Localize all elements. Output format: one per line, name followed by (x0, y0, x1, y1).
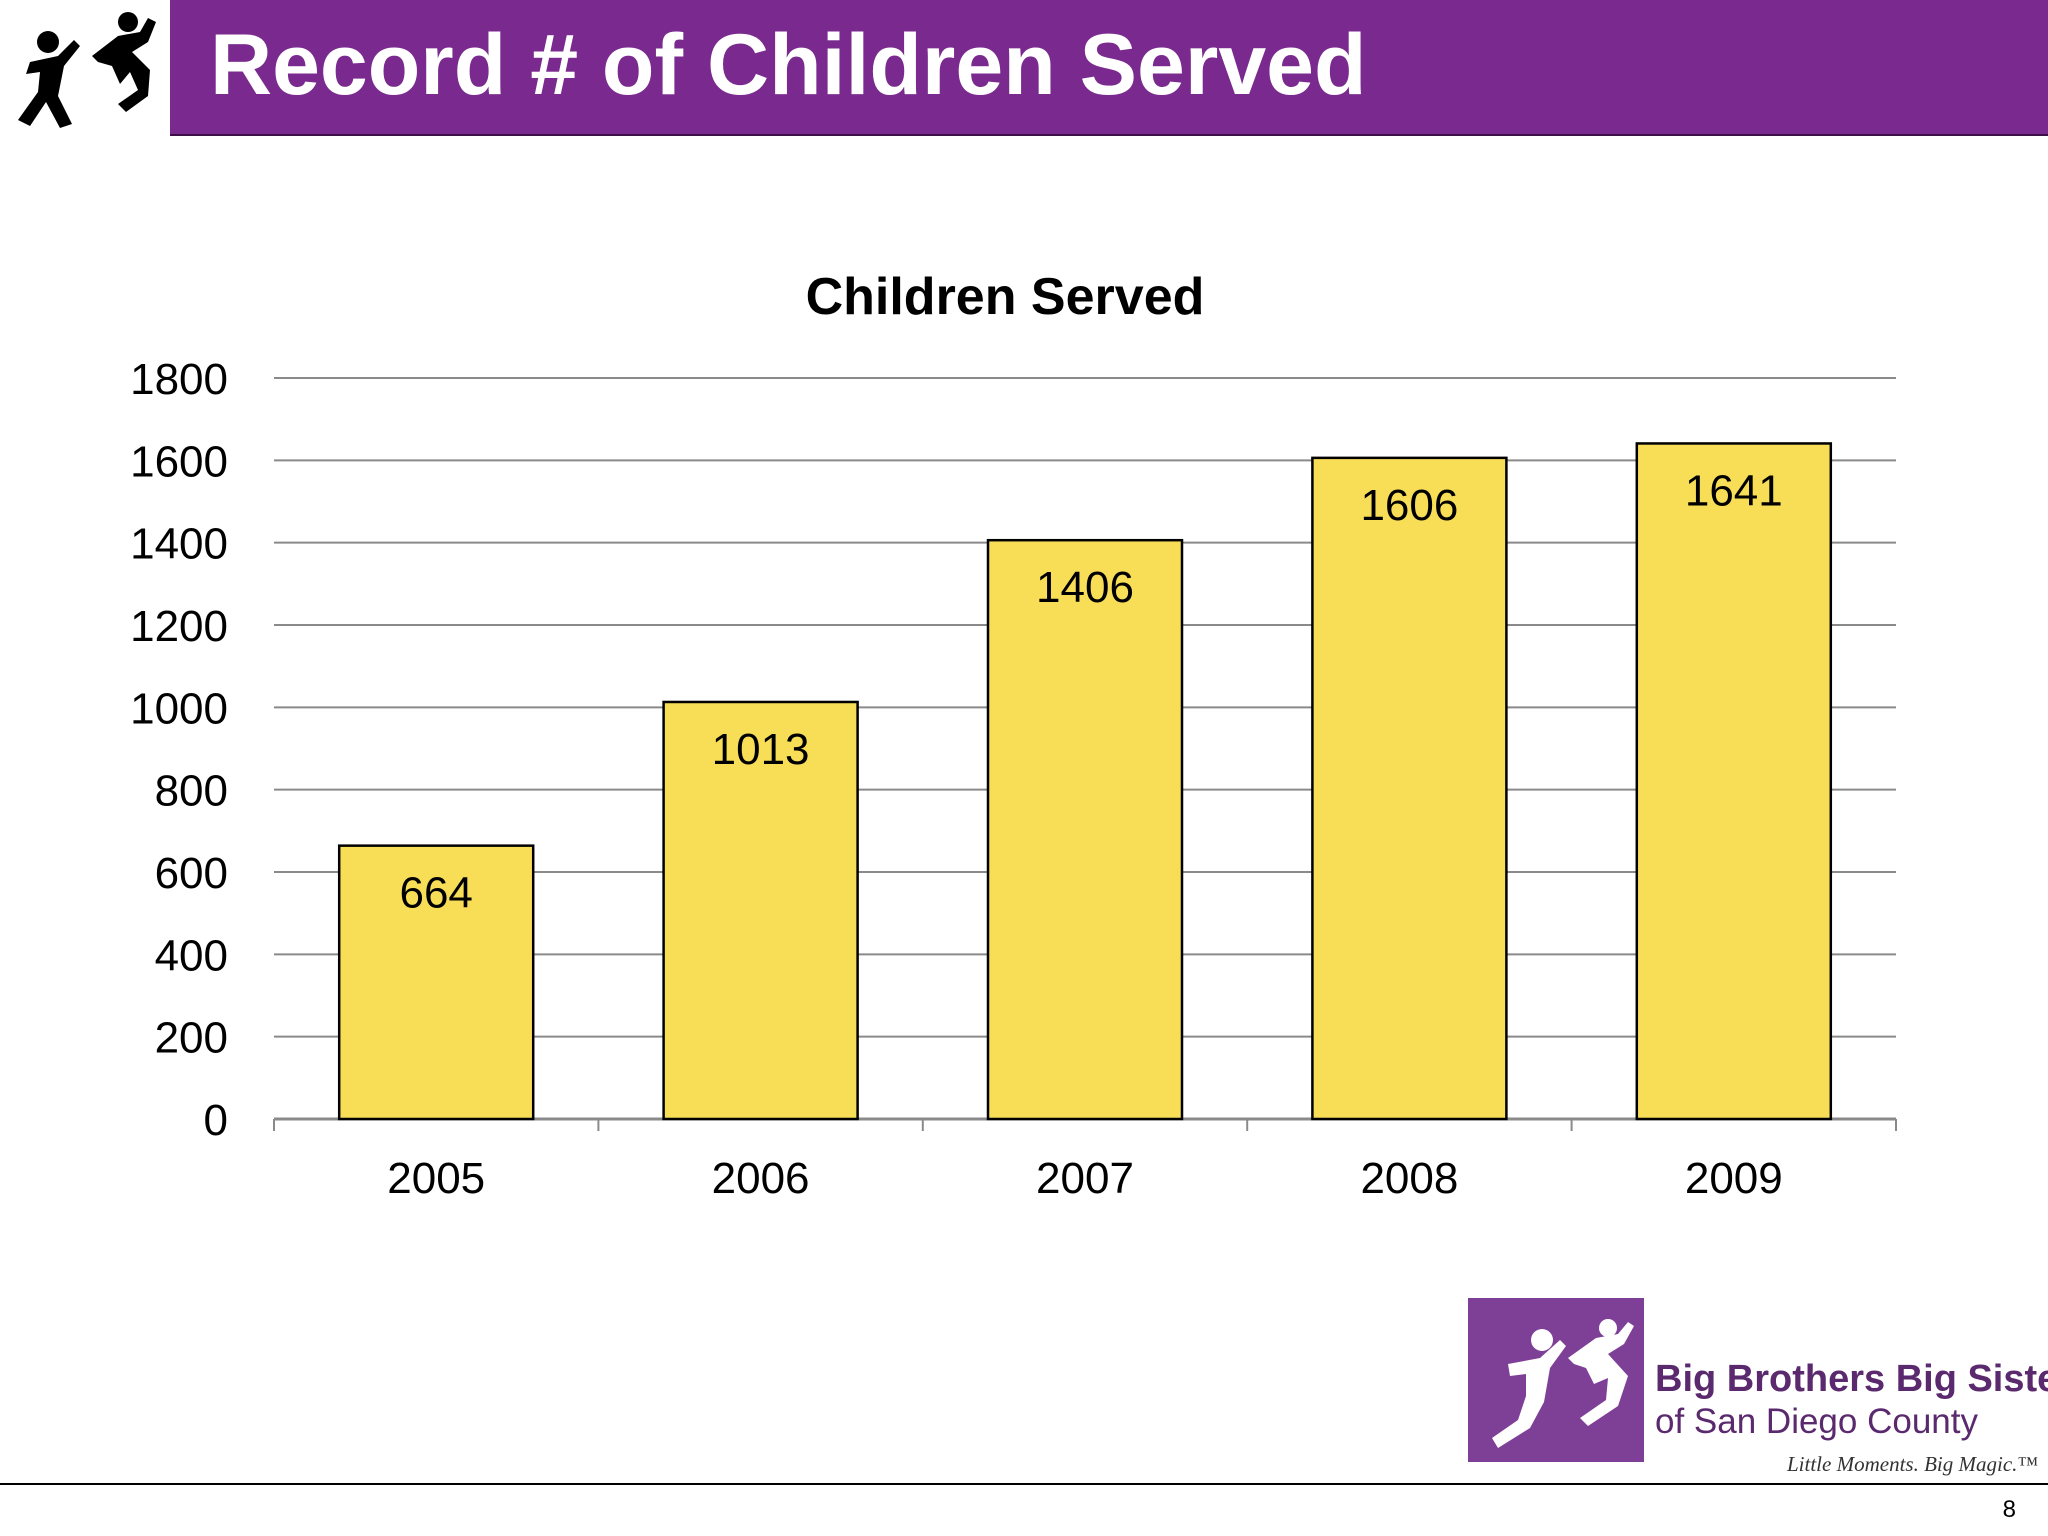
data-label-2008: 1606 (1360, 481, 1458, 530)
brand-logo-block (1468, 1298, 1644, 1462)
bar-2007 (986, 538, 1184, 1121)
page-number: 8 (2002, 1496, 2016, 1523)
bar-2009 (1635, 442, 1833, 1121)
children-served-chart: Children Served 0 200 400 600 800 1000 1200 1400… (130, 268, 1897, 1203)
y-tick-label: 200 (155, 1014, 228, 1063)
data-label-2006: 1013 (712, 725, 810, 774)
brand-tagline: Little Moments. Big Magic.™ (1787, 1452, 2038, 1476)
data-label-2005: 664 (399, 869, 472, 918)
x-tick-label: 2006 (712, 1154, 810, 1203)
title-bar: Record # of Children Served (170, 0, 2048, 136)
brand-logo-icon (1492, 1319, 1634, 1448)
brand-name: Big Brothers Big Sisters (1655, 1358, 2048, 1400)
chart-title: Children Served (806, 268, 1205, 326)
y-tick-label: 1000 (130, 684, 228, 733)
x-tick-label: 2007 (1036, 1154, 1134, 1203)
slide-title: Record # of Children Served (210, 17, 1367, 113)
header-logo (0, 0, 170, 136)
y-tick-label: 1400 (130, 520, 228, 569)
x-tick-label: 2009 (1685, 1154, 1783, 1203)
footer-divider (0, 1483, 2048, 1485)
brand-subtitle: of San Diego County (1655, 1402, 1978, 1441)
y-tick-label: 0 (204, 1096, 228, 1145)
y-tick-label: 1600 (130, 437, 228, 486)
bar-2006 (662, 700, 859, 1121)
bar-2005 (337, 844, 535, 1121)
data-label-2009: 1641 (1685, 466, 1783, 515)
y-tick-label: 1200 (130, 602, 228, 651)
x-tick-label: 2008 (1360, 1154, 1458, 1203)
y-tick-label: 1800 (130, 355, 228, 404)
y-tick-label: 600 (155, 849, 228, 898)
y-tick-label: 400 (155, 931, 228, 980)
x-tick-label: 2005 (387, 1154, 485, 1203)
data-label-2007: 1406 (1036, 563, 1134, 612)
bar-2008 (1311, 456, 1508, 1121)
bbbs-figures-logo-icon (18, 12, 156, 128)
y-tick-label: 800 (155, 767, 228, 816)
